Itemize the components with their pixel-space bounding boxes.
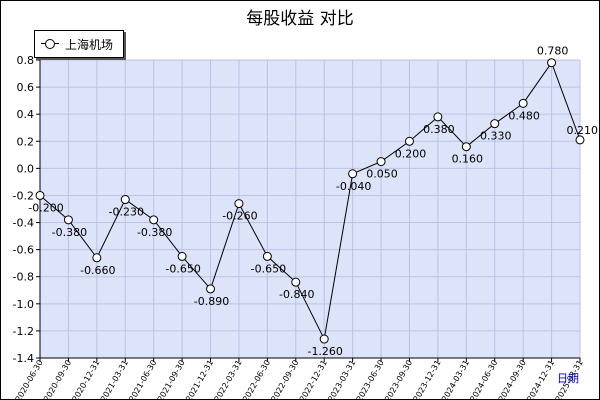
data-point <box>262 251 272 261</box>
data-point <box>149 215 159 225</box>
data-label: -0.380 <box>137 226 172 239</box>
y-tick-label: 0.4 <box>17 108 35 121</box>
x-tick-label: 2021-03-31 <box>99 359 130 400</box>
x-tick-label: 2020-09-30 <box>42 359 73 400</box>
data-label: -0.380 <box>52 226 87 239</box>
data-label: 0.480 <box>508 109 540 122</box>
x-tick-label: 2024-09-30 <box>497 359 528 400</box>
data-point <box>518 98 528 108</box>
data-label: -1.260 <box>307 345 342 358</box>
chart-title: 每股收益 对比 <box>246 9 354 29</box>
y-tick-label: 0.8 <box>17 54 35 67</box>
x-tick-label: 2023-06-30 <box>355 359 386 400</box>
x-tick-label: 2021-09-30 <box>156 359 187 400</box>
data-label: -0.650 <box>251 262 286 275</box>
x-tick-label: 2022-09-30 <box>269 359 300 400</box>
plot-area <box>40 60 580 358</box>
data-label: -0.840 <box>279 288 314 301</box>
y-tick-label: 0.2 <box>17 135 35 148</box>
y-tick-label: -0.6 <box>13 244 34 257</box>
data-point <box>177 251 187 261</box>
x-tick-label: 2024-03-31 <box>440 359 471 400</box>
data-label: 0.200 <box>395 147 427 160</box>
y-tick-label: 0.0 <box>17 162 35 175</box>
y-tick-label: 0.6 <box>17 81 35 94</box>
data-label: -0.650 <box>165 262 200 275</box>
data-label: 0.210 <box>567 124 599 137</box>
x-tick-label: 2021-12-31 <box>184 359 215 400</box>
data-point <box>490 119 500 129</box>
data-point <box>35 190 45 200</box>
x-tick-label: 2023-09-30 <box>383 359 414 400</box>
data-point <box>319 334 329 344</box>
data-point <box>92 253 102 263</box>
y-tick-label: -0.2 <box>13 189 34 202</box>
data-point <box>461 142 471 152</box>
y-tick-label: -1.4 <box>13 352 34 365</box>
legend: 上海机场 <box>34 30 124 58</box>
data-label: -0.200 <box>28 201 63 214</box>
data-label: -0.660 <box>80 264 115 277</box>
data-label: -0.260 <box>222 210 257 223</box>
y-tick-label: -1.0 <box>13 298 34 311</box>
y-tick-label: -1.2 <box>13 325 34 338</box>
series-line <box>39 61 581 341</box>
data-point <box>404 136 414 146</box>
data-point <box>575 135 585 145</box>
legend-label: 上海机场 <box>65 38 114 52</box>
x-tick-label: 2022-06-30 <box>241 359 272 400</box>
data-point <box>63 215 73 225</box>
x-axis-title: 日期 <box>557 372 579 385</box>
legend-marker-icon <box>45 39 55 49</box>
x-tick-label: 2024-06-30 <box>468 358 499 400</box>
data-label: 0.160 <box>452 153 484 166</box>
data-label: 0.780 <box>537 45 569 58</box>
x-tick-label: 2023-12-31 <box>412 359 443 400</box>
data-label: -0.040 <box>336 180 371 193</box>
data-point <box>376 157 386 167</box>
data-label: -0.890 <box>194 295 229 308</box>
x-tick-label: 2022-03-31 <box>213 359 244 400</box>
x-tick-label: 2020-12-31 <box>71 359 102 400</box>
data-point <box>348 169 358 179</box>
data-point <box>120 195 130 205</box>
data-point <box>291 277 301 287</box>
x-tick-label: 2023-03-31 <box>326 359 357 400</box>
data-label: 0.050 <box>366 168 398 181</box>
data-label: -0.230 <box>109 206 144 219</box>
x-tick-label: 2021-06-30 <box>127 359 158 400</box>
data-point <box>547 58 557 68</box>
y-tick-label: -0.8 <box>13 271 34 284</box>
data-point <box>433 112 443 122</box>
x-tick-label: 2024-12-31 <box>525 359 556 400</box>
y-tick-label: -0.4 <box>13 217 34 230</box>
data-point <box>234 199 244 209</box>
data-label: 0.380 <box>423 123 455 136</box>
x-tick-label: 2022-12-31 <box>298 359 329 400</box>
data-label: 0.330 <box>480 130 512 143</box>
data-point <box>206 284 216 294</box>
